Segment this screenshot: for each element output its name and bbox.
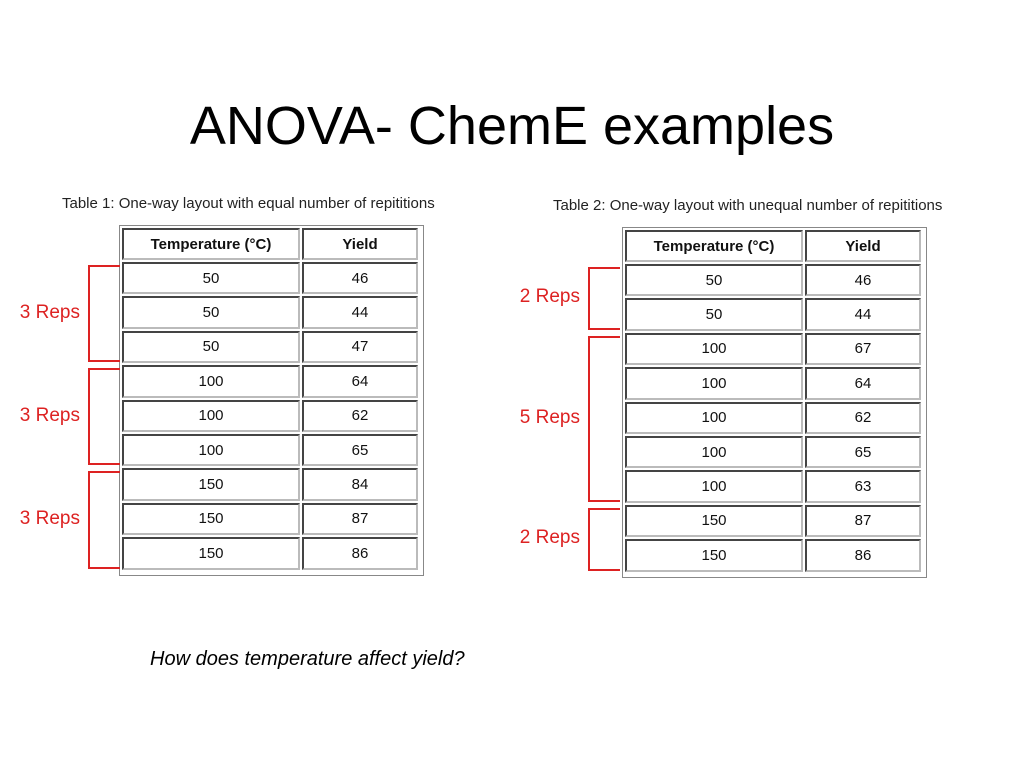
temperature-cell: 100 bbox=[122, 399, 300, 432]
group-label: 3 Reps bbox=[19, 301, 80, 323]
yield-cell: 44 bbox=[302, 296, 418, 329]
temperature-cell: 150 bbox=[122, 537, 300, 570]
temperature-cell: 100 bbox=[625, 367, 803, 400]
group-bracket bbox=[88, 368, 120, 466]
slide-title: ANOVA- ChemE examples bbox=[189, 96, 835, 156]
temperature-cell: 100 bbox=[625, 401, 803, 434]
yield-cell: 64 bbox=[805, 367, 921, 400]
table-caption: Table 1: One-way layout with equal numbe… bbox=[62, 195, 435, 212]
yield-cell: 65 bbox=[302, 434, 418, 467]
group-bracket bbox=[88, 265, 120, 363]
yield-cell: 87 bbox=[805, 504, 921, 538]
yield-cell: 86 bbox=[302, 537, 418, 570]
group-label: 5 Reps bbox=[519, 406, 580, 428]
yield-cell: 63 bbox=[805, 470, 921, 503]
yield-cell: 47 bbox=[302, 330, 418, 364]
yield-cell: 65 bbox=[805, 436, 921, 469]
table-caption: Table 2: One-way layout with unequal num… bbox=[553, 197, 943, 214]
temperature-cell: 150 bbox=[625, 539, 803, 572]
header-cell: Temperature (°C) bbox=[122, 228, 300, 260]
group-label: 2 Reps bbox=[519, 286, 580, 308]
yield-cell: 44 bbox=[805, 298, 921, 331]
temperature-cell: 100 bbox=[625, 470, 803, 503]
yield-cell: 62 bbox=[805, 401, 921, 434]
header-cell: Yield bbox=[805, 230, 921, 262]
group-label: 3 Reps bbox=[19, 508, 80, 529]
temperature-cell: 50 bbox=[625, 264, 803, 297]
yield-cell: 64 bbox=[302, 365, 418, 398]
yield-cell: 62 bbox=[302, 399, 418, 432]
group-label: 2 Reps bbox=[519, 527, 580, 549]
yield-cell: 46 bbox=[805, 264, 921, 297]
yield-cell: 67 bbox=[805, 332, 921, 366]
temperature-cell: 50 bbox=[122, 296, 300, 329]
temperature-cell: 100 bbox=[122, 365, 300, 398]
temperature-cell: 50 bbox=[122, 330, 300, 364]
header-cell: Temperature (°C) bbox=[625, 230, 803, 262]
group-bracket bbox=[88, 471, 120, 569]
question: How does temperature affect yield? bbox=[150, 648, 465, 670]
temperature-cell: 50 bbox=[122, 262, 300, 295]
yield-cell: 87 bbox=[302, 502, 418, 536]
temperature-cell: 50 bbox=[625, 298, 803, 331]
temperature-cell: 100 bbox=[625, 332, 803, 366]
header-cell: Yield bbox=[302, 228, 418, 260]
group-bracket bbox=[588, 267, 620, 330]
yield-cell: 84 bbox=[302, 468, 418, 501]
temperature-cell: 100 bbox=[625, 436, 803, 469]
temperature-cell: 100 bbox=[122, 434, 300, 467]
temperature-cell: 150 bbox=[122, 468, 300, 501]
temperature-cell: 150 bbox=[122, 502, 300, 536]
group-label: 3 Reps bbox=[19, 404, 80, 426]
group-bracket bbox=[588, 507, 620, 571]
yield-cell: 86 bbox=[805, 539, 921, 572]
yield-cell: 46 bbox=[302, 262, 418, 295]
group-bracket bbox=[588, 335, 620, 502]
temperature-cell: 150 bbox=[625, 504, 803, 538]
